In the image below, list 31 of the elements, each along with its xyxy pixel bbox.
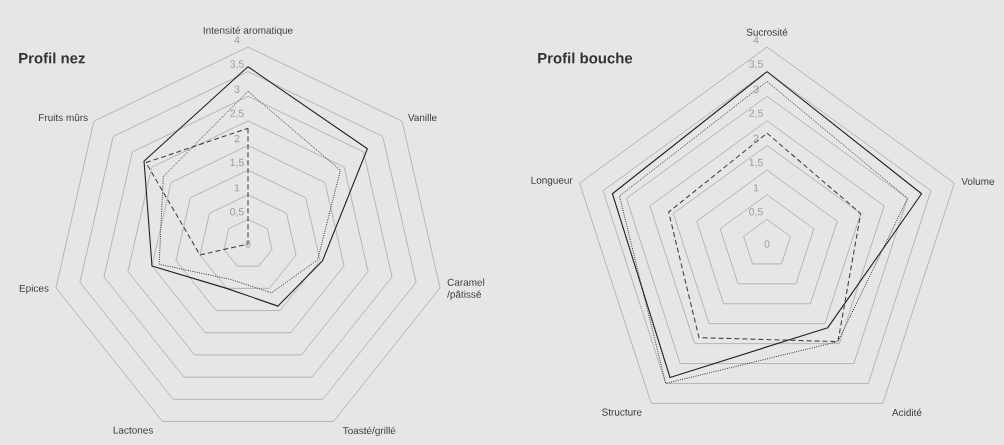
spoke-label: Structure: [602, 408, 642, 416]
y-tick-label: 2,5: [230, 109, 244, 119]
y-tick-label: 2: [234, 134, 240, 143]
y-tick-label: 4: [234, 36, 240, 44]
y-tick-label: 2,5: [749, 109, 763, 119]
y-tick-label: 0: [245, 240, 251, 248]
spoke-label: Caramel /pâtissé: [447, 278, 485, 300]
y-tick-label: 1: [753, 184, 759, 192]
y-tick-label: 1: [234, 184, 240, 192]
y-tick-label: 3,5: [749, 60, 763, 69]
y-tick-label: 0,5: [749, 208, 763, 217]
spoke-label: Vanille: [407, 113, 437, 122]
text: Profil bouche: [538, 52, 633, 64]
y-tick-label: 0,5: [230, 208, 244, 217]
y-tick-label: 1,5: [749, 158, 763, 168]
y-tick-label: 3: [234, 85, 240, 93]
spoke-label: Sucrosité: [746, 28, 788, 36]
spoke-label: Acidité: [892, 408, 922, 416]
spoke-label: Epices: [19, 284, 49, 294]
spoke-label: Fruits mûrs: [39, 113, 88, 122]
y-tick-label: 0: [764, 240, 770, 248]
text: Profil nez: [19, 52, 85, 64]
y-tick-label: 1,5: [230, 158, 244, 168]
y-tick-label: 3: [753, 85, 759, 93]
spoke-label: Intensité aromatique: [203, 26, 293, 36]
y-tick-label: 4: [753, 36, 759, 44]
spoke-label: Volume: [961, 177, 995, 185]
spoke-label: Lactones: [113, 426, 153, 434]
spoke-label: Longueur: [531, 176, 573, 186]
y-tick-label: 3,5: [230, 60, 244, 69]
spoke-label: Toasté/grillé: [342, 426, 396, 437]
